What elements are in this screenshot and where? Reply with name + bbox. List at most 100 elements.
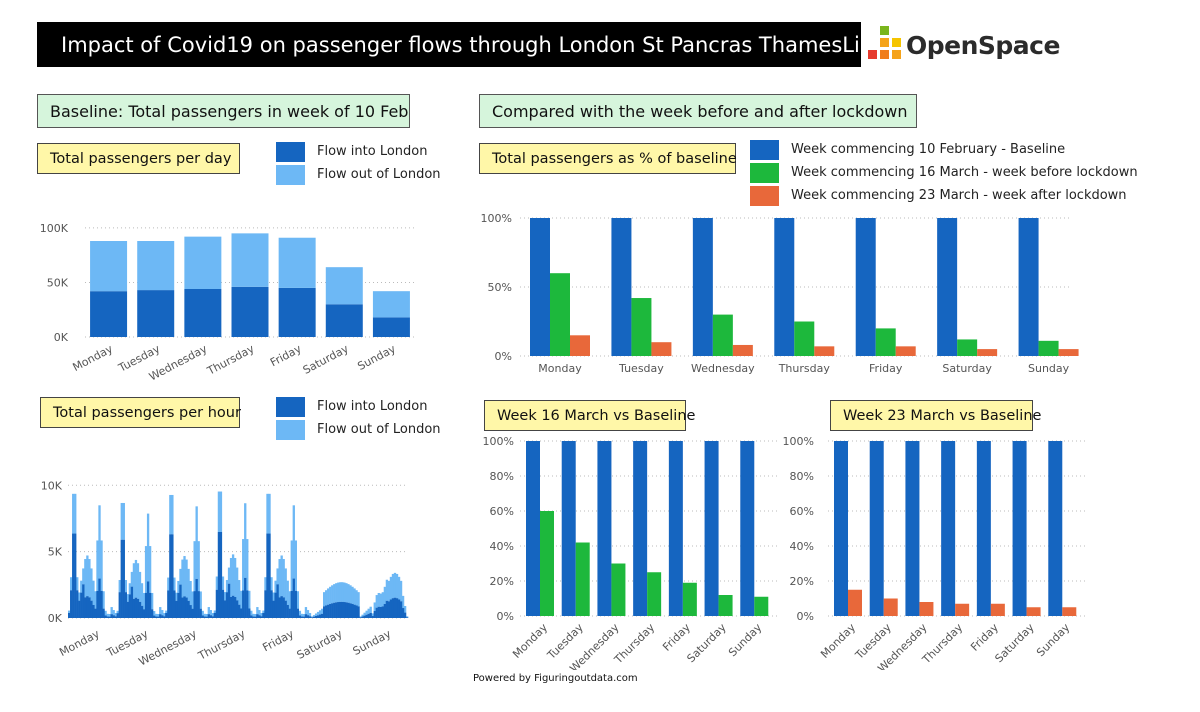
bar-before-lockdown bbox=[631, 298, 652, 356]
hour-bar-flow-in bbox=[292, 578, 295, 618]
hour-bar-flow-in bbox=[191, 608, 194, 618]
hour-bar-flow-in bbox=[116, 613, 119, 618]
hour-bar-flow-out bbox=[155, 613, 158, 617]
hour-bar-flow-out bbox=[316, 611, 320, 616]
hour-bar-flow-in bbox=[387, 601, 391, 618]
hour-bar-flow-in bbox=[187, 600, 190, 618]
hour-bar-flow-out bbox=[112, 610, 115, 616]
hour-bar-flow-in bbox=[112, 615, 115, 618]
hour-bar-flow-out bbox=[181, 559, 184, 598]
hour-bar-flow-out bbox=[199, 591, 202, 609]
hour-bar-flow-out bbox=[173, 577, 176, 591]
bar-baseline bbox=[937, 218, 958, 356]
hour-bar-flow-in bbox=[185, 597, 188, 618]
hour-bar-flow-in bbox=[209, 615, 212, 618]
hour-bar-flow-in bbox=[78, 600, 81, 618]
hour-bar-flow-out bbox=[132, 563, 136, 599]
hour-bar-flow-out bbox=[286, 580, 289, 605]
y-tick-label: 40% bbox=[490, 540, 514, 553]
hour-bar-flow-in bbox=[161, 615, 164, 618]
bar-before-lockdown bbox=[794, 321, 815, 356]
hour-bar-flow-in bbox=[331, 603, 334, 618]
hour-bar-flow-in bbox=[108, 616, 111, 618]
hour-bar-flow-out bbox=[272, 592, 275, 601]
y-tick-label: 60% bbox=[490, 505, 514, 518]
hour-bar-flow-in bbox=[252, 616, 255, 618]
hour-bar-flow-in bbox=[347, 602, 350, 618]
hour-bar-flow-out bbox=[252, 613, 255, 617]
hour-bar-flow-out bbox=[74, 493, 77, 534]
hour-bar-flow-in bbox=[357, 606, 360, 618]
bar-baseline bbox=[633, 441, 648, 616]
hour-bar-flow-in bbox=[238, 604, 241, 618]
hour-bar-flow-out bbox=[207, 607, 210, 615]
hour-bar-flow-in bbox=[276, 584, 279, 618]
bar-baseline bbox=[704, 441, 719, 616]
week16-chart-title: Week 16 March vs Baseline bbox=[484, 400, 695, 431]
hour-bar-flow-in bbox=[260, 616, 263, 618]
hour-bar-flow-in bbox=[163, 616, 166, 618]
hour-bar-flow-in bbox=[359, 617, 362, 618]
bar-baseline bbox=[526, 441, 540, 616]
hour-bar-flow-out bbox=[288, 591, 291, 609]
bar-flow-in bbox=[90, 291, 128, 337]
hour-bar-flow-out bbox=[329, 586, 332, 604]
hour-bar-flow-out bbox=[108, 613, 111, 617]
hour-bar-flow-in bbox=[201, 615, 204, 618]
hour-bar-flow-out bbox=[209, 610, 212, 616]
bar-comparison bbox=[919, 602, 934, 616]
hour-bar-flow-in bbox=[144, 592, 148, 618]
hour-bar-flow-out bbox=[84, 559, 87, 598]
bar-comparison bbox=[754, 596, 769, 616]
hour-bar-flow-in bbox=[371, 615, 374, 618]
y-tick-label: 50K bbox=[47, 276, 69, 289]
hour-bar-flow-out bbox=[389, 576, 393, 600]
x-tick-label: Tuesday bbox=[618, 362, 664, 375]
hour-bar-flow-out bbox=[122, 502, 125, 540]
y-tick-label: 0% bbox=[495, 350, 512, 363]
hour-bar-flow-out bbox=[238, 580, 241, 605]
bar-baseline bbox=[1048, 441, 1063, 616]
y-tick-label: 0% bbox=[497, 610, 514, 623]
hour-bar-flow-in bbox=[318, 614, 322, 618]
hour-bar-flow-in bbox=[134, 597, 138, 618]
hour-bar-flow-out bbox=[187, 568, 190, 601]
bar-comparison bbox=[682, 582, 697, 616]
hour-bar-flow-in bbox=[70, 590, 73, 618]
hour-bar-flow-out bbox=[304, 607, 308, 615]
hour-bar-flow-in bbox=[193, 591, 196, 618]
hour-bar-flow-in bbox=[361, 616, 364, 618]
page-title: Impact of Covid19 on passenger flows thr… bbox=[37, 22, 885, 67]
hour-bar-flow-in bbox=[401, 608, 405, 618]
x-tick-label: Saturday bbox=[942, 362, 992, 375]
hour-bar-flow-out bbox=[167, 577, 170, 591]
hour-bar-flow-in bbox=[278, 597, 281, 618]
hour-bar-flow-in bbox=[302, 616, 306, 618]
bar-after-lockdown bbox=[570, 335, 590, 356]
hour-bar-flow-out bbox=[114, 613, 117, 617]
hour-bar-flow-out bbox=[80, 580, 83, 593]
bar-baseline bbox=[530, 218, 550, 356]
hour-bar-flow-in bbox=[124, 592, 127, 618]
hour-bar-flow-in bbox=[197, 591, 200, 618]
bar-flow-in bbox=[184, 289, 222, 337]
bar-flow-out bbox=[372, 291, 410, 318]
bar-after-lockdown bbox=[1058, 349, 1079, 356]
hour-bar-flow-out bbox=[254, 613, 257, 617]
hour-bar-flow-in bbox=[286, 604, 289, 618]
hour-bar-flow-out bbox=[337, 582, 340, 603]
y-tick-label: 20% bbox=[490, 575, 514, 588]
hour-bar-flow-out bbox=[395, 573, 399, 599]
hour-bar-flow-out bbox=[325, 590, 328, 606]
x-tick-label: Monday bbox=[538, 362, 582, 375]
hour-bar-flow-in bbox=[343, 602, 346, 618]
hour-bar-flow-in bbox=[240, 608, 243, 618]
hour-bar-flow-out bbox=[359, 616, 362, 618]
hour-bar-flow-out bbox=[298, 610, 302, 616]
hour-bar-flow-in bbox=[345, 602, 348, 618]
y-tick-label: 80% bbox=[790, 470, 814, 483]
hour-bar-flow-out bbox=[165, 610, 168, 613]
legend-swatch bbox=[276, 419, 305, 440]
bar-comparison bbox=[883, 598, 898, 616]
hour-bar-flow-in bbox=[270, 590, 273, 618]
